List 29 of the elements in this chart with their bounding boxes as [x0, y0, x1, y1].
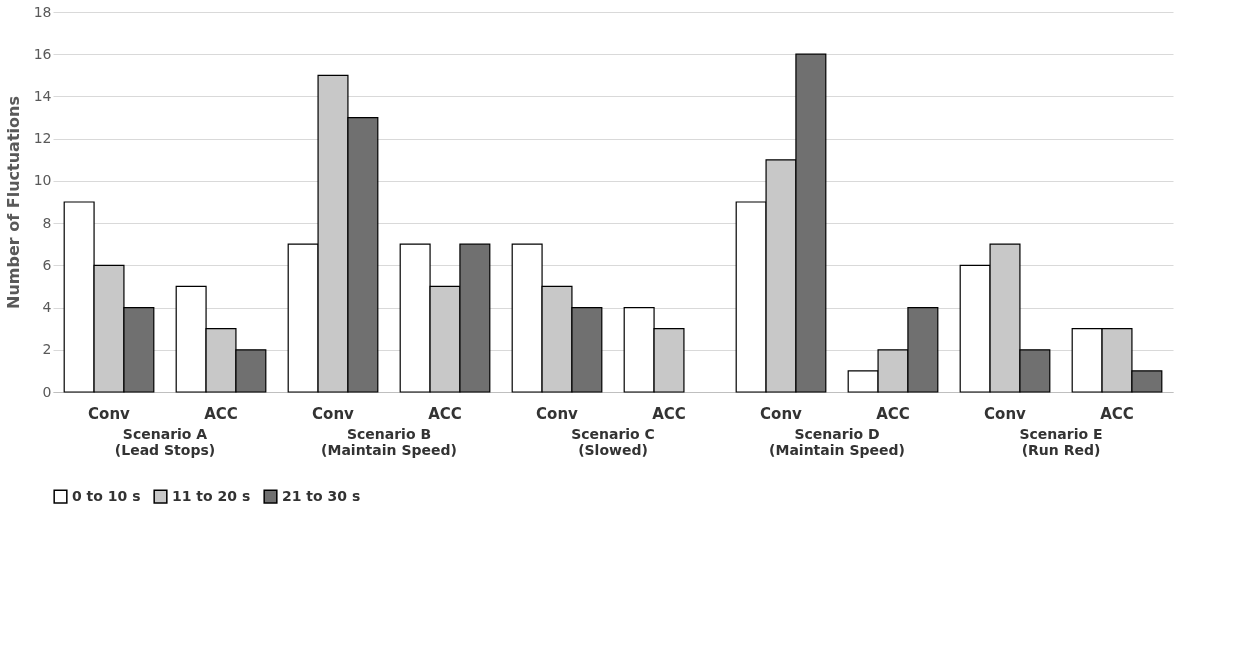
y-tick-label: 0 [42, 383, 52, 400]
y-tick-label: 4 [42, 299, 52, 316]
x-tick-label: ACC [428, 404, 462, 423]
legend-label: 11 to 20 s [172, 487, 251, 504]
y-tick-label: 6 [42, 256, 52, 273]
text: Scenario B (Maintain Speed) [321, 426, 457, 458]
legend-label: 0 to 10 s [72, 487, 141, 504]
text: Scenario C (Slowed) [571, 426, 655, 458]
text: Scenario D (Maintain Speed) [769, 426, 905, 458]
text: Scenario A (Lead Stops) [114, 426, 216, 458]
y-axis-title: Number of Fluctuations [3, 96, 23, 309]
x-tick-label: Conv [88, 404, 131, 423]
x-tick-label: Conv [984, 404, 1027, 423]
y-tick-label: 8 [42, 214, 52, 231]
y-tick-label: 18 [33, 3, 52, 20]
legend-label: 21 to 30 s [282, 487, 361, 504]
text: Scenario E (Run Red) [1019, 426, 1103, 458]
y-tick-label: 16 [33, 45, 52, 62]
y-tick-label: 2 [42, 341, 52, 358]
x-tick-label: ACC [876, 404, 910, 423]
y-tick-label: 14 [33, 87, 52, 104]
x-tick-label: ACC [652, 404, 686, 423]
x-tick-label: Conv [312, 404, 355, 423]
x-tick-label: ACC [204, 404, 238, 423]
y-tick-label: 10 [33, 172, 52, 189]
y-tick-label: 12 [33, 130, 52, 147]
x-tick-label: ACC [1100, 404, 1134, 423]
x-tick-label: Conv [760, 404, 803, 423]
x-tick-label: Conv [536, 404, 579, 423]
